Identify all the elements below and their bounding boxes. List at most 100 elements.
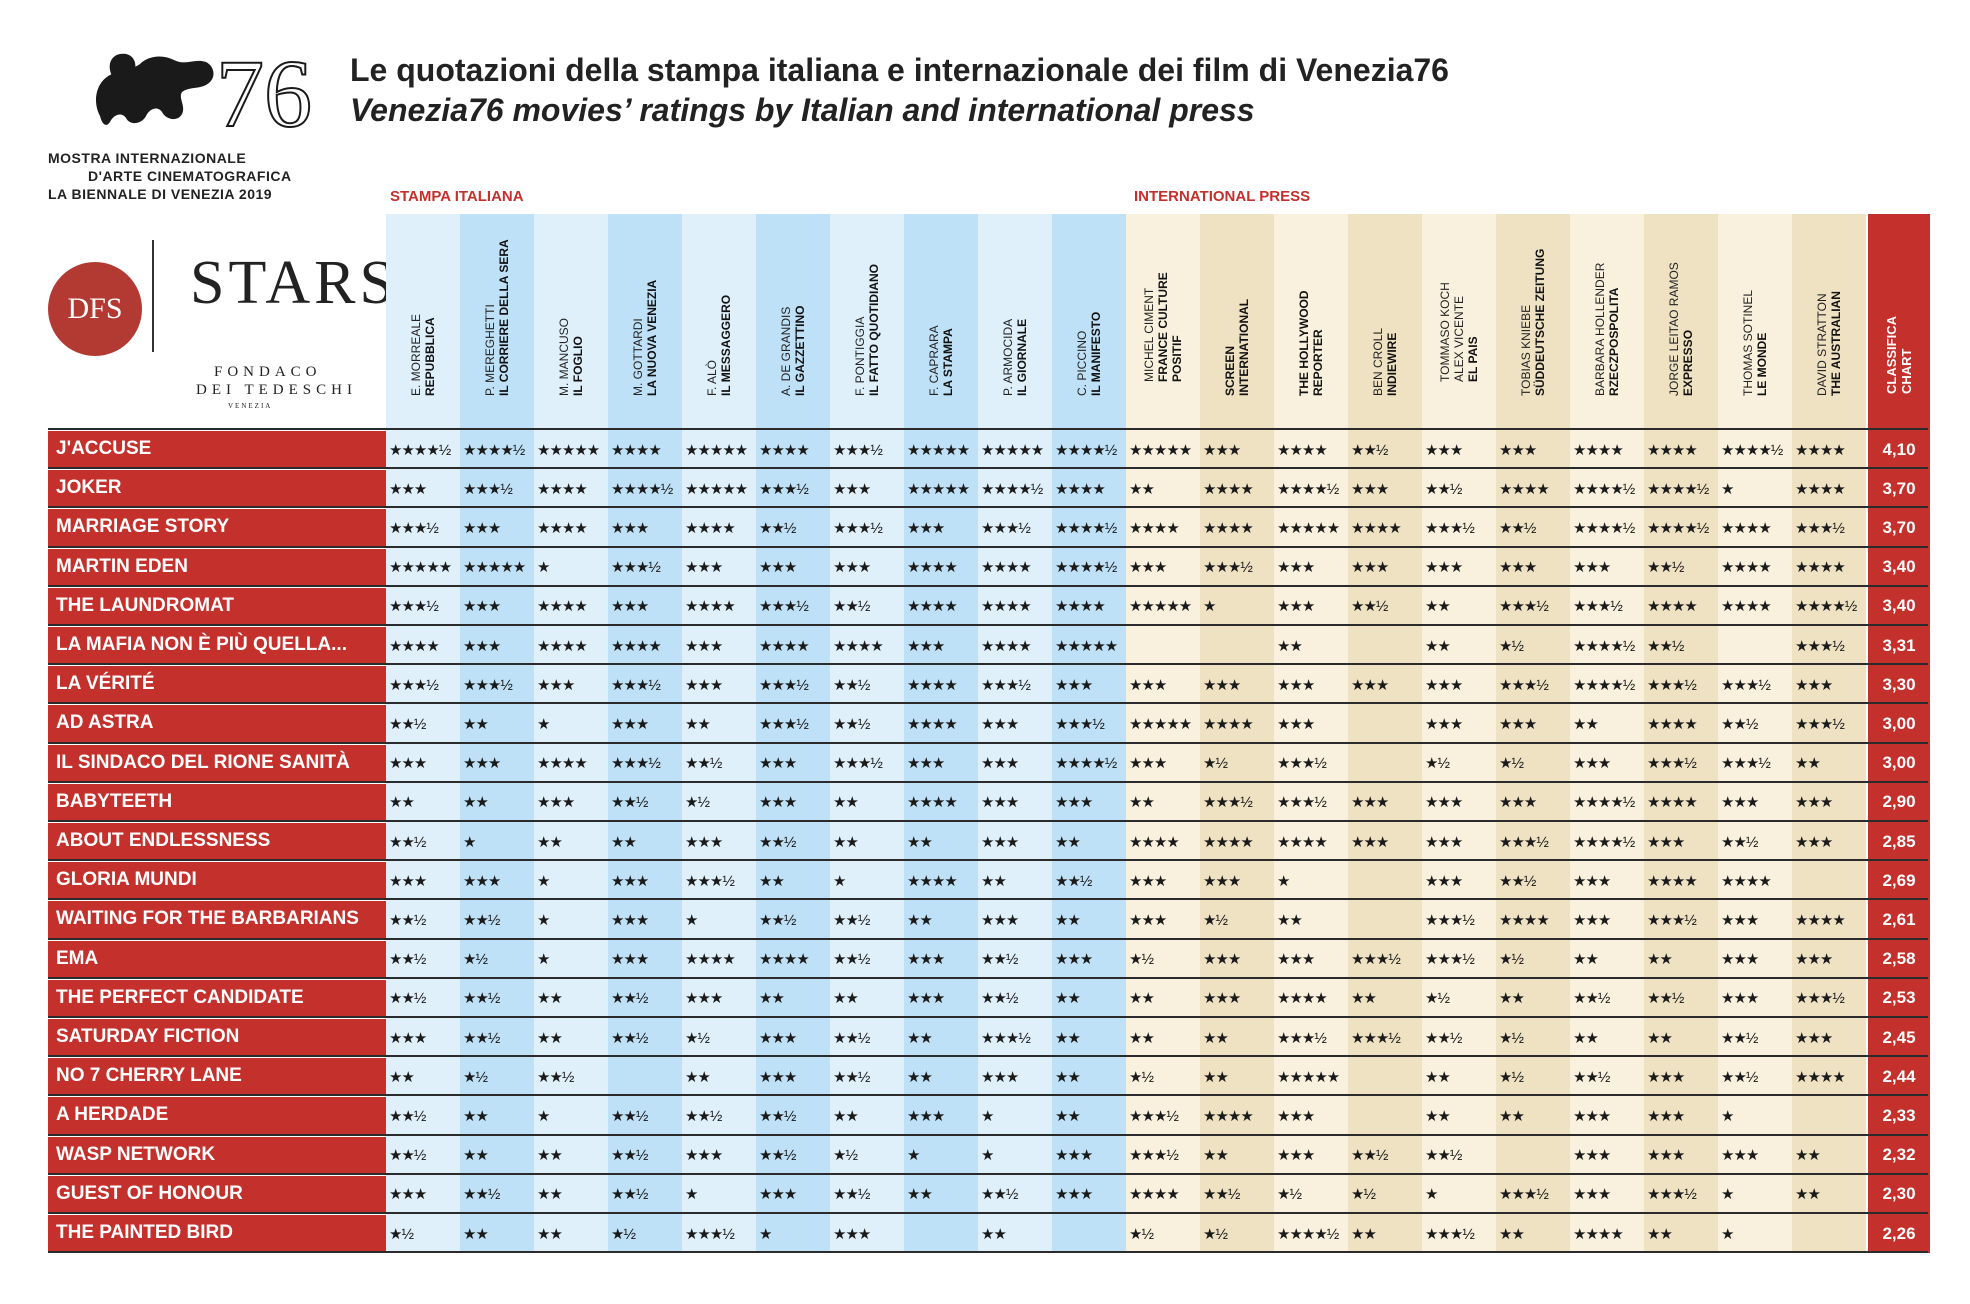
film-title: GUEST OF HONOUR <box>48 1175 386 1212</box>
rating-cell: ★★★ <box>1499 441 1537 459</box>
outlet-name: INDIEWIRE <box>1385 332 1399 396</box>
rating-cell: ★★ <box>1055 833 1081 851</box>
row-divider <box>48 702 1928 705</box>
rating-cell: ★★★ <box>1277 951 1315 969</box>
rating-cell: ★★★ <box>1721 911 1759 929</box>
rating-cell: ★★★ <box>907 519 945 537</box>
critic-name: C. PICCINO <box>1075 330 1089 396</box>
rating-cell: ★★★★★ <box>907 441 970 459</box>
rating-cell: ★★ <box>389 1068 415 1086</box>
critic-name: DAVID STRATTON <box>1815 293 1829 396</box>
outlet-name: IL CORRIERE DELLA SERA <box>497 239 511 396</box>
column-strip <box>386 214 460 1254</box>
rating-cell: ★★★★★ <box>1277 1068 1340 1086</box>
rating-cell: ★★★½ <box>1795 715 1845 733</box>
rating-cell: ★★★★★ <box>463 559 526 577</box>
rating-cell: ★ <box>981 1107 994 1125</box>
rating-cell: ★★★★½ <box>1573 637 1635 655</box>
rating-cell: ★★ <box>685 1068 711 1086</box>
critic-name: P. ARMOCIDA <box>1001 318 1015 396</box>
rating-cell: ★ <box>537 911 550 929</box>
rating-cell: ★★★½ <box>833 755 883 773</box>
outlet-name: IL FATTO QUOTIDIANO <box>867 264 881 396</box>
rating-cell: ★★★½ <box>1499 833 1549 851</box>
org-line-1: MOSTRA INTERNAZIONALE <box>48 150 247 166</box>
outlet-name: IL GIORNALE <box>1015 318 1029 396</box>
rating-cell: ★★★ <box>685 1147 723 1165</box>
rating-cell: ★★½ <box>759 1107 796 1125</box>
rating-cell: ★★★½ <box>1795 519 1845 537</box>
critic-name: MICHEL CIMENT <box>1142 287 1156 382</box>
rating-cell: ★★★★ <box>907 794 958 812</box>
row-divider <box>48 624 1928 626</box>
column-strip <box>756 214 830 1254</box>
film-title: IL SINDACO DEL RIONE SANITÀ <box>48 744 386 781</box>
rating-cell: ★★ <box>1351 1225 1377 1243</box>
classifica-header-text: CLASSIFICA <box>1884 316 1899 394</box>
rating-cell: ★★ <box>1647 1225 1673 1243</box>
row-divider <box>48 545 1928 548</box>
column-header-13: THE HOLLYWOOD REPORTER <box>1274 214 1348 428</box>
rating-cell: ★★★½ <box>981 676 1031 694</box>
rating-cell: ★★★½ <box>759 676 809 694</box>
rating-cell: ★★★ <box>1277 715 1315 733</box>
row-divider <box>48 663 1928 666</box>
rating-cell: ★★★★½ <box>981 480 1043 498</box>
critic-name: F. PONTIGGIA <box>853 316 867 396</box>
rating-cell: ★★★★ <box>537 755 588 773</box>
film-title: NO 7 CHERRY LANE <box>48 1058 386 1095</box>
rating-cell: ★★ <box>1203 1029 1229 1047</box>
column-header-20: DAVID STRATTON THE AUSTRALIAN <box>1792 214 1866 428</box>
rating-cell: ★½ <box>833 1147 858 1165</box>
rating-cell: ★★★ <box>1573 1107 1611 1125</box>
rating-cell: ★★★ <box>463 637 501 655</box>
rating-cell: ★★★½ <box>685 872 735 890</box>
rating-cell: ★★★ <box>981 755 1019 773</box>
rating-cell: ★★ <box>1129 480 1155 498</box>
rating-cell: ★★ <box>981 1225 1007 1243</box>
rating-cell: ★ <box>685 1186 698 1204</box>
rating-cell: ★★★★ <box>1721 559 1772 577</box>
classifica-score: 2,69 <box>1882 870 1916 890</box>
outlet-name: IL MANIFESTO <box>1089 311 1103 396</box>
row-divider <box>48 780 1928 783</box>
rating-cell: ★★★ <box>1203 872 1241 890</box>
rating-cell: ★★ <box>1351 990 1377 1008</box>
sponsor-divider <box>152 240 154 352</box>
row-divider <box>48 937 1928 940</box>
rating-cell: ★★½ <box>1351 598 1388 616</box>
rating-cell: ★★★ <box>981 833 1019 851</box>
rating-cell: ★★★½ <box>685 1225 735 1243</box>
rating-cell: ★½ <box>1499 1029 1524 1047</box>
rating-cell: ★★ <box>907 1186 933 1204</box>
outlet-name: SCREEN <box>1223 345 1237 396</box>
rating-cell: ★★ <box>1203 1068 1229 1086</box>
rating-cell: ★★★ <box>1425 676 1463 694</box>
classifica-score: 3,30 <box>1882 674 1916 694</box>
rating-cell: ★★★ <box>833 1225 871 1243</box>
rating-cell: ★ <box>981 1147 994 1165</box>
classifica-column <box>1868 214 1930 1254</box>
rating-cell: ★★½ <box>833 715 870 733</box>
rating-cell: ★★★★ <box>685 598 736 616</box>
rating-cell: ★½ <box>1499 637 1524 655</box>
rating-cell: ★★★★½ <box>1277 480 1339 498</box>
rating-cell: ★★★ <box>1721 990 1759 1008</box>
rating-cell: ★★½ <box>1425 1147 1462 1165</box>
film-title: MARTIN EDEN <box>48 548 386 585</box>
rating-cell: ★★ <box>463 715 489 733</box>
rating-cell: ★★★½ <box>1721 755 1771 773</box>
rating-cell: ★★ <box>1055 990 1081 1008</box>
rating-cell: ★★★★ <box>1203 715 1254 733</box>
film-title: THE LAUNDROMAT <box>48 587 386 624</box>
rating-cell: ★★★★½ <box>1573 676 1635 694</box>
column-strip <box>1422 214 1496 1254</box>
rating-cell: ★★★ <box>1499 794 1537 812</box>
outlet-name: RZECZPOSPOLITA <box>1607 287 1621 396</box>
rating-cell: ★ <box>1721 1225 1734 1243</box>
rating-cell: ★★★★ <box>1499 480 1550 498</box>
rating-cell: ★★★★★ <box>1129 715 1192 733</box>
rating-cell: ★★★½ <box>1129 1147 1179 1165</box>
column-strip <box>1570 214 1644 1254</box>
rating-cell: ★★★★ <box>981 637 1032 655</box>
